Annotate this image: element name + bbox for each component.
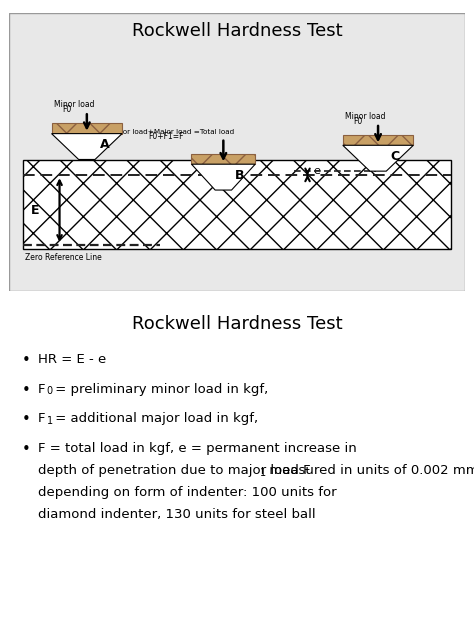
Text: e: e [313, 166, 320, 176]
Text: depending on form of indenter: 100 units for: depending on form of indenter: 100 units… [38, 486, 337, 499]
Bar [23, 160, 451, 249]
Text: 0: 0 [46, 386, 53, 396]
Text: F0: F0 [353, 117, 362, 126]
Bar [343, 135, 413, 145]
Text: Minor load: Minor load [345, 112, 386, 121]
Text: measured in units of 0.002 mm, E = a constant: measured in units of 0.002 mm, E = a con… [265, 465, 474, 477]
Text: C: C [391, 150, 400, 163]
Bar [191, 154, 255, 164]
Text: •: • [22, 442, 31, 458]
Text: depth of penetration due to major load F: depth of penetration due to major load F [38, 465, 310, 477]
Text: F0+F1=F: F0+F1=F [148, 132, 184, 141]
Text: Rockwell Hardness Test: Rockwell Hardness Test [132, 22, 342, 40]
Text: E: E [31, 204, 40, 217]
Text: •: • [22, 353, 31, 368]
Text: Minor load: Minor load [54, 100, 95, 109]
Text: F = total load in kgf, e = permanent increase in: F = total load in kgf, e = permanent inc… [38, 442, 357, 456]
Text: B: B [235, 169, 244, 182]
Text: A: A [100, 138, 109, 151]
Text: F: F [38, 382, 46, 396]
Text: 1: 1 [46, 416, 53, 426]
Text: Minor load+Major load =Total load: Minor load+Major load =Total load [109, 128, 234, 135]
Polygon shape [52, 133, 122, 159]
Text: HR = E - e: HR = E - e [38, 353, 106, 365]
Text: diamond indenter, 130 units for steel ball: diamond indenter, 130 units for steel ba… [38, 508, 316, 521]
Polygon shape [191, 164, 255, 190]
Text: 1: 1 [260, 468, 266, 478]
Bar [52, 123, 122, 133]
Text: = preliminary minor load in kgf,: = preliminary minor load in kgf, [51, 382, 268, 396]
Text: = additional major load in kgf,: = additional major load in kgf, [51, 413, 258, 425]
Polygon shape [343, 145, 413, 171]
Text: •: • [22, 382, 31, 398]
Text: Zero Reference Line: Zero Reference Line [26, 253, 102, 262]
Text: Rockwell Hardness Test: Rockwell Hardness Test [132, 315, 342, 332]
Text: F0: F0 [62, 105, 71, 114]
Text: F: F [38, 413, 46, 425]
Text: •: • [22, 413, 31, 427]
